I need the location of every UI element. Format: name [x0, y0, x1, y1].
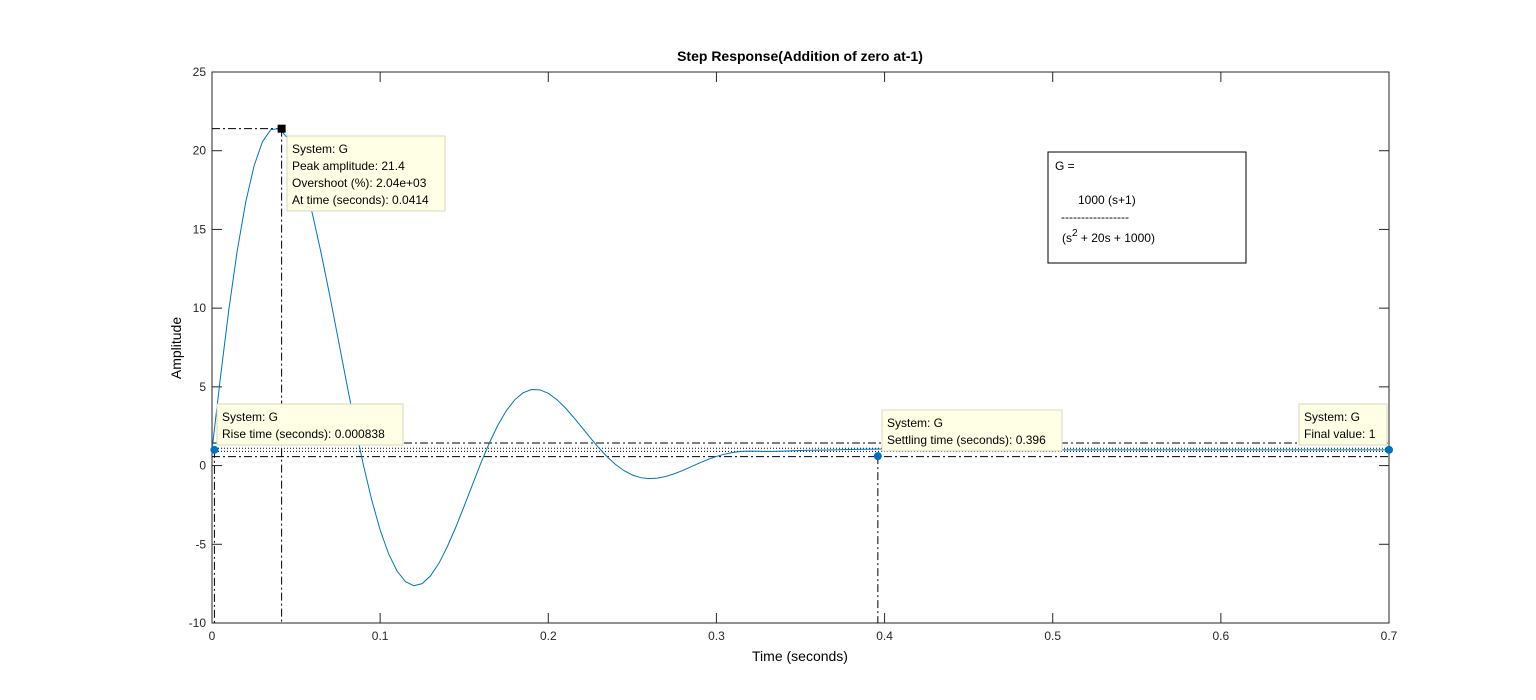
x-tick-label: 0.7: [1381, 629, 1398, 643]
rise-datatip-box: [216, 403, 404, 446]
peak-marker[interactable]: [277, 124, 286, 133]
rise-datatip-line: System: G: [222, 410, 278, 424]
y-tick-label: 25: [193, 65, 207, 79]
denominator-pre: (s: [1062, 231, 1072, 245]
settling-datatip-line: System: G: [887, 416, 943, 430]
denominator-exponent: 2: [1072, 228, 1078, 239]
peak-datatip-line: Overshoot (%): 2.04e+03: [292, 176, 427, 190]
denominator-post: + 20s + 1000): [1078, 231, 1155, 245]
annotation-g-label: G =: [1055, 159, 1075, 173]
annotation-denominator: (s2 + 20s + 1000): [1062, 228, 1155, 245]
peak-datatip-line: System: G: [292, 142, 348, 156]
x-tick-label: 0.3: [708, 629, 725, 643]
rise-datatip: System: G Rise time (seconds): 0.000838: [216, 403, 404, 446]
final-marker[interactable]: [1385, 445, 1393, 454]
annotation-numerator: 1000 (s+1): [1078, 193, 1136, 207]
reference-lines: [212, 128, 1389, 623]
annotation-fraction-bar: -----------------: [1061, 210, 1129, 224]
markers-layer: [210, 124, 1393, 461]
x-tick-label: 0.2: [540, 629, 557, 643]
rise-marker[interactable]: [210, 445, 219, 454]
settling-datatip-line: Settling time (seconds): 0.396: [887, 433, 1046, 447]
ticks-layer: 0 0.1 0.2 0.3 0.4 0.5 0.6 0.7 -10 -5 0 5 10 15 20 25: [189, 65, 1398, 643]
x-axis-label: Time (seconds): [752, 648, 848, 664]
settling-datatip-box: [881, 409, 1063, 452]
x-tick-label: 0.6: [1213, 629, 1230, 643]
settling-marker[interactable]: [873, 452, 882, 461]
x-tick-label: 0.5: [1044, 629, 1061, 643]
transfer-function-annotation: G = 1000 (s+1) ----------------- (s2 + 2…: [1047, 151, 1247, 264]
y-tick-label: 0: [199, 459, 206, 473]
x-tick-label: 0.1: [372, 629, 389, 643]
y-axis-label: Amplitude: [168, 317, 184, 379]
final-datatip-line: Final value: 1: [1304, 427, 1376, 441]
chart-title: Step Response(Addition of zero at-1): [677, 48, 923, 64]
peak-datatip: System: G Peak amplitude: 21.4 Overshoot (…: [286, 135, 446, 212]
y-tick-label: 15: [193, 222, 207, 236]
y-tick-label: 20: [193, 144, 207, 158]
final-datatip-box: [1298, 403, 1388, 446]
y-tick-label: -10: [189, 616, 207, 630]
y-tick-label: -5: [195, 537, 206, 551]
final-datatip-line: System: G: [1304, 410, 1360, 424]
x-tick-label: 0: [209, 629, 216, 643]
peak-datatip-box: [286, 135, 446, 212]
datatips-layer: System: G Peak amplitude: 21.4 Overshoot (…: [216, 135, 1388, 452]
y-tick-label: 5: [199, 380, 206, 394]
y-tick-label: 10: [193, 301, 207, 315]
peak-datatip-line: At time (seconds): 0.0414: [292, 193, 429, 207]
final-datatip: System: G Final value: 1: [1298, 403, 1388, 446]
x-tick-label: 0.4: [876, 629, 893, 643]
peak-datatip-line: Peak amplitude: 21.4: [292, 159, 405, 173]
annotation-box: [1047, 151, 1247, 264]
settling-datatip: System: G Settling time (seconds): 0.396: [881, 409, 1063, 452]
rise-datatip-line: Rise time (seconds): 0.000838: [222, 427, 385, 441]
